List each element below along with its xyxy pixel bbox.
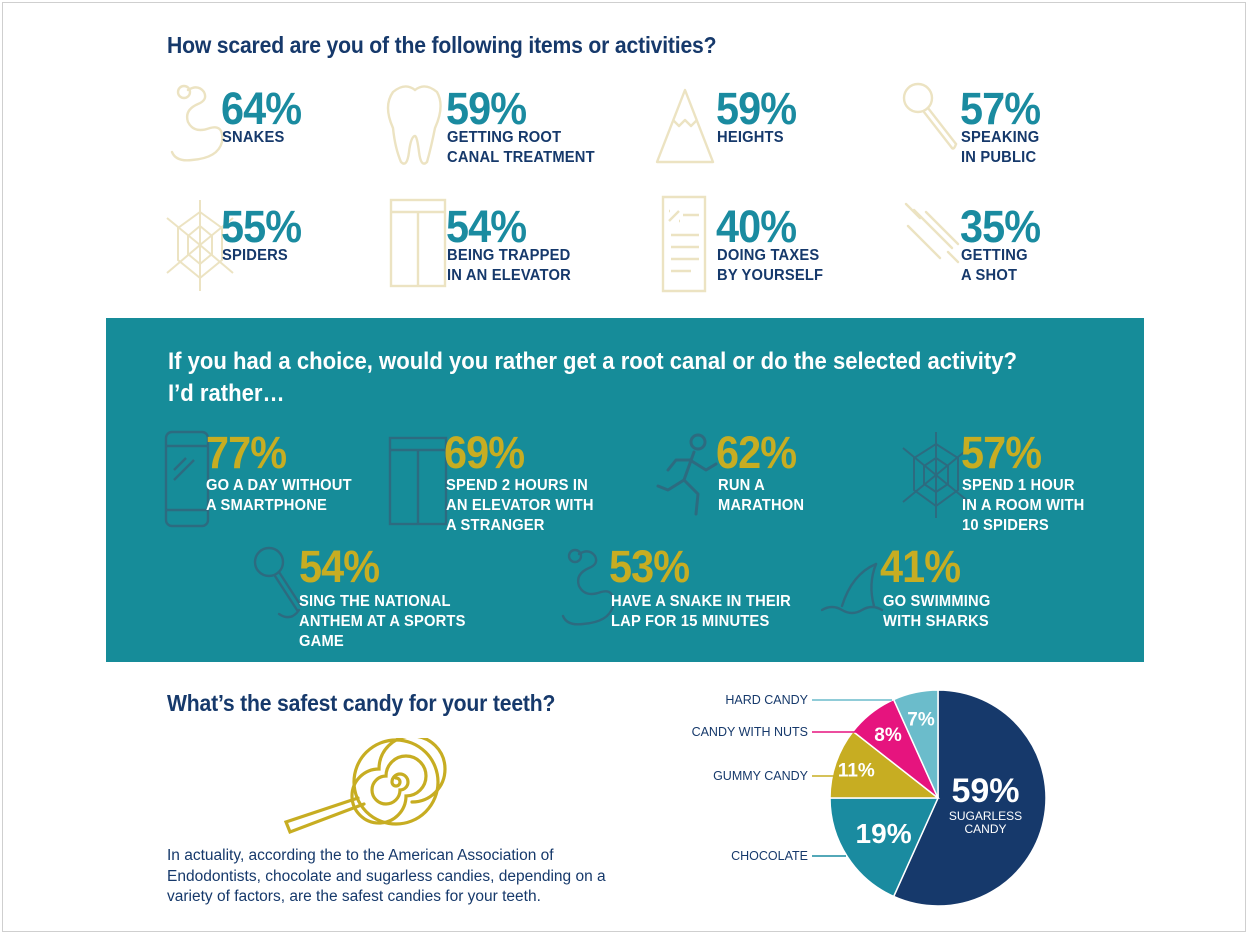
pie-percent-label: 59% [951, 772, 1019, 810]
stat-card: 69% SPEND 2 HOURS IN AN ELEVATOR WITH A … [388, 430, 638, 546]
stat-card: 77% GO A DAY WITHOUT A SMARTPHONE [164, 430, 414, 540]
stat-card: 62% RUN A MARATHON [654, 430, 904, 540]
stat-card: 53% HAVE A SNAKE IN THEIR LAP FOR 15 MIN… [561, 544, 821, 654]
tax-document-icon [661, 195, 707, 293]
snake-icon [561, 548, 615, 626]
elevator-icon [389, 198, 447, 288]
stat-label: SPEND 1 HOUR IN A ROOM WITH 10 SPIDERS [962, 477, 1085, 534]
pie-legend-label: HARD CANDY [725, 693, 808, 707]
pie-slice-name-label: CANDY [965, 822, 1007, 836]
microphone-icon [902, 82, 958, 150]
stat-label: GETTING ROOT CANAL TREATMENT [447, 129, 595, 166]
stat-label: HAVE A SNAKE IN THEIR LAP FOR 15 MINUTES [611, 593, 791, 630]
stat-percent: 59% [716, 83, 797, 134]
lollipop-icon [283, 738, 447, 835]
stat-label: SNAKES [222, 129, 285, 146]
section3-title: What’s the safest candy for your teeth? [167, 690, 556, 716]
mountain-icon [655, 88, 715, 164]
syringe-icon [904, 202, 960, 264]
stat-label: DOING TAXES BY YOURSELF [717, 247, 824, 284]
candy-pie-chart: 59% SUGARLESS CANDY 19% CHOCOLATE 11% GUMMY CA… [680, 680, 1060, 920]
stat-percent: 57% [960, 83, 1041, 134]
stat-card: 59% GETTING ROOT CANAL TREATMENT [385, 80, 615, 190]
stat-label: SING THE NATIONAL ANTHEM AT A SPORTS GAM… [299, 593, 466, 650]
stat-card: 55% SPIDERS [165, 198, 395, 308]
stat-card: 64% SNAKES [170, 80, 400, 190]
stat-label: GO A DAY WITHOUT A SMARTPHONE [206, 477, 352, 514]
stat-label: SPEAKING IN PUBLIC [961, 129, 1040, 166]
pie-legend-label: CHOCOLATE [731, 849, 808, 863]
stat-percent: 54% [299, 541, 380, 592]
safest-candy-paragraph: In actuality, according the to the Ameri… [167, 847, 606, 905]
pie-legend-label: GUMMY CANDY [713, 769, 809, 783]
stat-percent: 69% [444, 427, 525, 478]
snake-icon [170, 84, 224, 162]
pie-slice-chocolate [829, 797, 940, 898]
smartphone-icon [164, 430, 210, 528]
stat-label: RUN A MARATHON [718, 477, 805, 514]
stat-label: HEIGHTS [717, 129, 784, 146]
pie-percent-label: 19% [856, 818, 912, 849]
stat-card: 59% HEIGHTS [655, 80, 885, 190]
section1-title: How scared are you of the following item… [167, 32, 717, 58]
stat-percent: 62% [716, 427, 797, 478]
stat-label: SPEND 2 HOURS IN AN ELEVATOR WITH A STRA… [446, 477, 594, 534]
microphone-icon [253, 546, 303, 619]
stat-percent: 53% [609, 541, 690, 592]
section2-title: If you had a choice, would you rather ge… [168, 348, 1018, 407]
stat-card: 57% SPEAKING IN PUBLIC [900, 80, 1130, 190]
stat-card: 57% SPEND 1 HOUR IN A ROOM WITH 10 SPIDE… [901, 430, 1151, 540]
stat-card: 40% DOING TAXES BY YOURSELF [655, 195, 885, 305]
stat-label: GETTING A SHOT [961, 247, 1028, 284]
spiderweb-icon [166, 200, 234, 291]
elevator-icon [388, 436, 448, 526]
stat-percent: 40% [716, 201, 797, 252]
stat-percent: 77% [206, 427, 287, 478]
stat-percent: 59% [446, 83, 527, 134]
stat-percent: 55% [221, 201, 302, 252]
stat-percent: 54% [446, 201, 527, 252]
pie-slice-hard-candy [892, 689, 939, 799]
pie-slice-name-label: SUGARLESS [949, 809, 1022, 823]
stat-card: 54% SING THE NATIONAL ANTHEM AT A SPORTS… [251, 544, 531, 654]
root-canal-choice-band: If you had a choice, would you rather ge… [106, 318, 1144, 662]
shark-fin-icon [820, 562, 884, 615]
stat-card: 35% GETTING A SHOT [900, 198, 1130, 308]
stat-card: 41% GO SWIMMING WITH SHARKS [818, 544, 1068, 654]
runner-icon [656, 433, 718, 516]
stat-percent: 57% [961, 427, 1042, 478]
stat-label: GO SWIMMING WITH SHARKS [883, 593, 991, 630]
stat-percent: 35% [960, 201, 1041, 252]
stat-card: 54% BEING TRAPPED IN AN ELEVATOR [388, 198, 618, 308]
stat-label: SPIDERS [222, 247, 288, 264]
tooth-icon [386, 85, 442, 165]
pie-percent-label: 11% [838, 760, 875, 781]
stat-percent: 64% [221, 83, 302, 134]
pie-percent-label: 7% [907, 709, 935, 730]
pie-legend-label: CANDY WITH NUTS [692, 725, 808, 739]
stat-label: BEING TRAPPED IN AN ELEVATOR [447, 247, 571, 284]
pie-percent-label: 8% [874, 725, 902, 746]
spiderweb-icon [902, 432, 970, 518]
stat-percent: 41% [880, 541, 961, 592]
pie-slice-sugarless-candy [892, 689, 1047, 907]
